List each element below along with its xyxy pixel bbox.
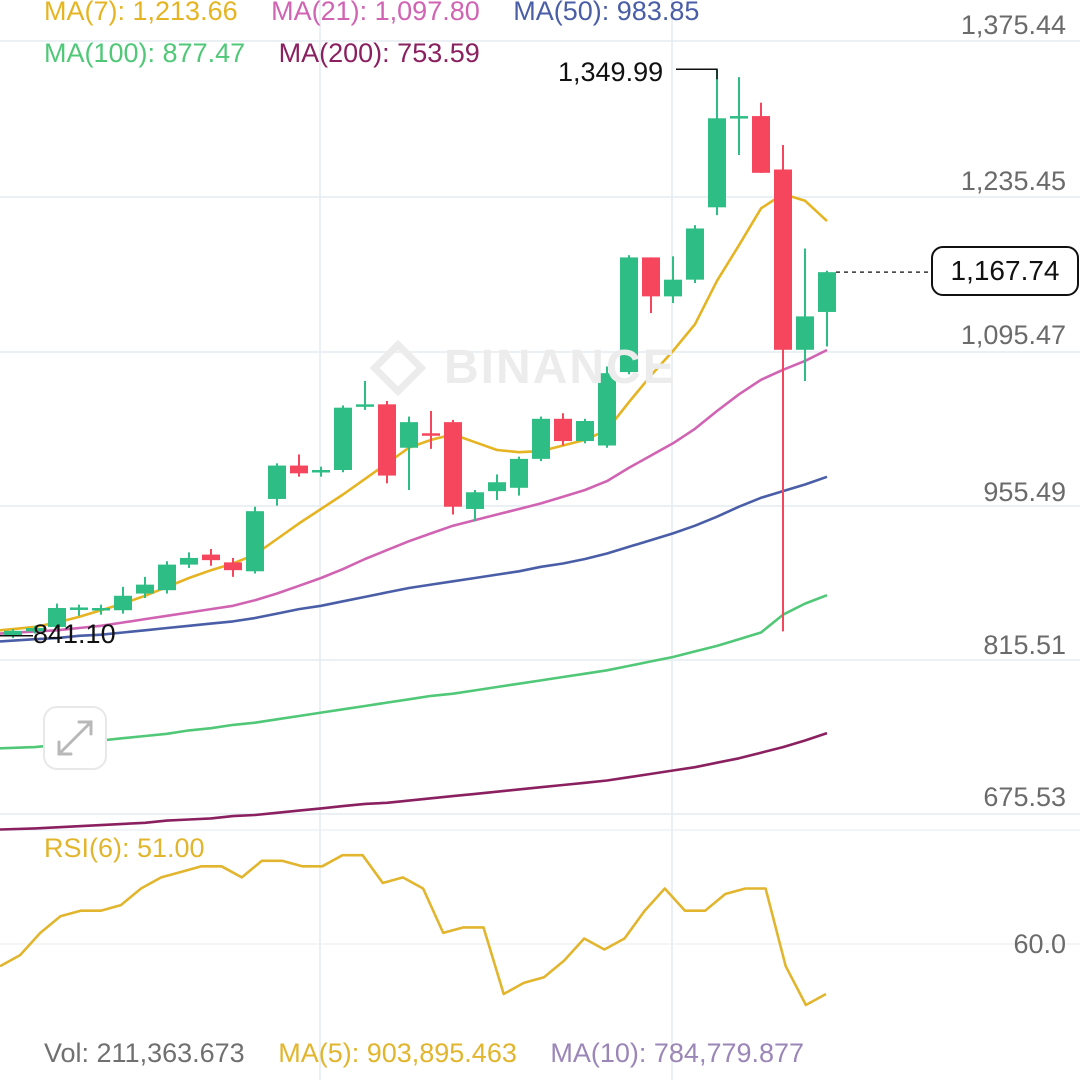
expand-icon [57,720,93,756]
candle-body [444,422,462,507]
ma-line-ma50 [0,475,828,643]
expand-chart-button[interactable] [43,706,107,770]
candle-body [664,279,682,297]
candle-body [510,458,528,488]
candle-body [488,482,506,492]
candle-body [334,407,352,471]
candle-body [532,418,550,459]
candle-body [48,608,66,627]
high-annotation-connector [676,68,718,80]
candle-body [378,404,396,476]
volume-ma10-label: MA(10): 784,779.877 [550,1038,805,1068]
candle-body [290,465,308,474]
candle-body [554,418,572,442]
candle-body [114,595,132,611]
candle-body [224,562,242,571]
rsi-label: RSI(6): 51.00 [44,833,205,863]
candle-body [92,608,110,611]
ma-line-ma7 [0,192,828,632]
rsi-line [0,853,827,1007]
volume-legend: Vol: 211,363.673 MA(5): 903,895.463 MA(1… [44,1038,830,1069]
candle-body [180,557,198,565]
candle-body [686,228,704,280]
ma-line-ma21 [0,348,828,635]
volume-ma5-label: MA(5): 903,895.463 [278,1038,517,1068]
price-axis-label: 815.51 [983,630,1066,660]
candle-body [26,628,44,632]
candle-body [796,316,814,350]
legend-ma7: MA(7): 1,213.66 [44,0,238,26]
binance-logo-icon [369,339,427,396]
price-axis-label: 675.53 [983,782,1066,812]
candle-body [752,116,770,173]
legend-ma50: MA(50): 983.85 [513,0,700,26]
candle-body [708,118,726,208]
ma-line-ma200 [0,731,828,831]
candle-body [202,554,220,561]
candle-body [620,257,638,373]
low-price-annotation: 841.10 [33,619,116,649]
legend-ma200: MA(200): 753.59 [278,38,480,68]
candle-body [356,404,374,407]
candle-body [576,421,594,442]
legend-ma100: MA(100): 877.47 [44,38,246,68]
candle-body [774,169,792,350]
rsi-level-label: 60.0 [1013,929,1066,959]
current-price-tag: 1,167.74 [931,246,1079,296]
price-axis-label: 1,235.45 [960,166,1066,196]
watermark-text: BINANCE [444,341,677,394]
candle-body [642,257,660,297]
candle-body [598,373,616,446]
ma-line-ma100 [0,593,828,750]
watermark: BINANCE [369,339,677,396]
ma-legend-row-2: MA(100): 877.47 MA(200): 753.59 [44,38,506,69]
candle-body [818,272,836,312]
candle-body [422,433,440,436]
candle-body [4,630,22,636]
candle-body [730,116,748,119]
candle-body [158,564,176,591]
candle-body [466,492,484,509]
price-axis-label: 1,375.44 [960,10,1066,40]
legend-ma21: MA(21): 1,097.80 [271,0,480,26]
candle-body [400,422,418,448]
candle-body [136,584,154,594]
candle-body [312,470,330,473]
price-axis-label: 955.49 [983,477,1066,507]
rsi-legend: RSI(6): 51.00 [44,833,231,864]
candle-body [268,465,286,499]
price-axis-label: 1,095.47 [960,320,1066,350]
candle-body [70,607,88,610]
volume-label: Vol: 211,363.673 [44,1038,245,1068]
high-price-annotation: 1,349.99 [558,57,664,87]
ma-legend-row-1: MA(7): 1,213.66 MA(21): 1,097.80 MA(50):… [44,0,725,27]
candle-body [246,511,264,572]
